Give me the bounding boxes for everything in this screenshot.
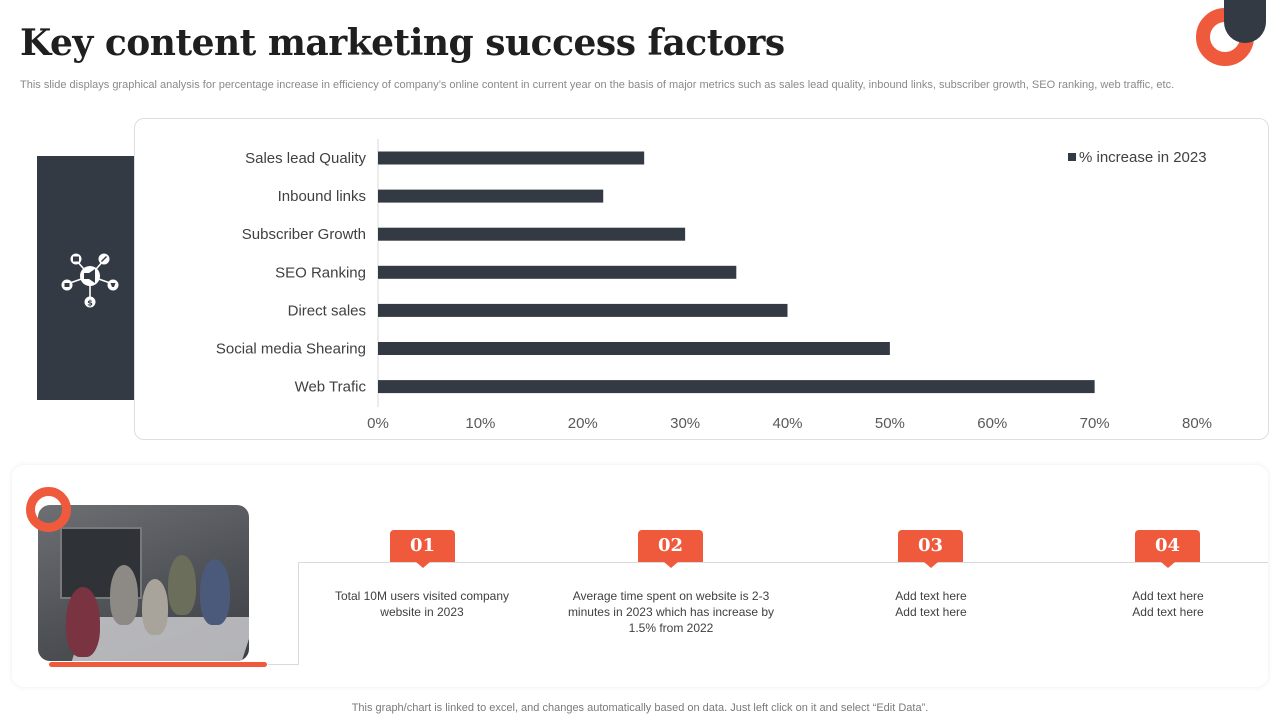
category-label: Sales lead Quality bbox=[245, 150, 366, 167]
photo-person bbox=[110, 565, 138, 625]
timeline-connector bbox=[298, 562, 299, 665]
x-tick-label: 70% bbox=[1080, 415, 1110, 432]
photo-accent-bar bbox=[49, 662, 267, 667]
bar bbox=[378, 151, 645, 165]
step-badge-3: 03 bbox=[898, 530, 963, 568]
category-label: Social media Shearing bbox=[216, 341, 366, 358]
bar bbox=[378, 342, 890, 355]
timeline-connector bbox=[268, 664, 299, 665]
category-label: Direct sales bbox=[288, 302, 366, 319]
step-badge-1: 01 bbox=[390, 530, 455, 568]
footer-note: This graph/chart is linked to excel, and… bbox=[351, 702, 929, 714]
page-subtitle: This slide displays graphical analysis f… bbox=[20, 79, 1175, 91]
x-tick-label: 20% bbox=[568, 415, 598, 432]
bar bbox=[378, 227, 686, 241]
step-text-4: Add text here Add text here bbox=[1132, 589, 1204, 619]
category-label: SEO Ranking bbox=[275, 264, 366, 281]
bar bbox=[378, 265, 737, 279]
category-label: Subscriber Growth bbox=[242, 226, 366, 243]
category-label: Inbound links bbox=[278, 188, 366, 205]
photo-person bbox=[66, 587, 100, 657]
photo-person bbox=[168, 555, 196, 615]
step-badge-4: 04 bbox=[1135, 530, 1200, 568]
x-tick-label: 50% bbox=[875, 415, 905, 432]
legend-swatch bbox=[1068, 153, 1076, 161]
bar-chart: Sales lead Quality Inbound links Subscribe… bbox=[216, 139, 1212, 432]
photo-person bbox=[200, 559, 230, 625]
bar bbox=[378, 380, 1095, 394]
chart-card: Sales lead Quality Inbound links Subscribe… bbox=[134, 118, 1269, 440]
x-tick-label: 40% bbox=[772, 415, 802, 432]
step-text-1: Total 10M users visited company website … bbox=[334, 589, 510, 619]
x-tick-label: 10% bbox=[465, 415, 495, 432]
bar bbox=[378, 189, 604, 203]
page-title: Key content marketing success factors bbox=[20, 22, 785, 64]
x-tick-label: 30% bbox=[670, 415, 700, 432]
photo-person bbox=[142, 579, 168, 635]
x-tick-label: 80% bbox=[1182, 415, 1212, 432]
timeline-line bbox=[298, 562, 1268, 563]
svg-text:$: $ bbox=[87, 299, 93, 308]
decorative-pill bbox=[1224, 0, 1266, 43]
step-text-3: Add text here Add text here bbox=[895, 589, 967, 619]
x-tick-label: 0% bbox=[367, 415, 389, 432]
bar bbox=[378, 303, 788, 317]
legend-label: % increase in 2023 bbox=[1079, 149, 1207, 166]
team-photo bbox=[38, 505, 249, 661]
network-icon: $ bbox=[61, 253, 119, 308]
step-badge-2: 02 bbox=[638, 530, 703, 568]
step-text-2: Average time spent on website is 2-3 min… bbox=[567, 589, 775, 635]
photo-decorative-ring bbox=[26, 487, 71, 532]
x-tick-label: 60% bbox=[977, 415, 1007, 432]
category-label: Web Trafic bbox=[295, 379, 367, 396]
